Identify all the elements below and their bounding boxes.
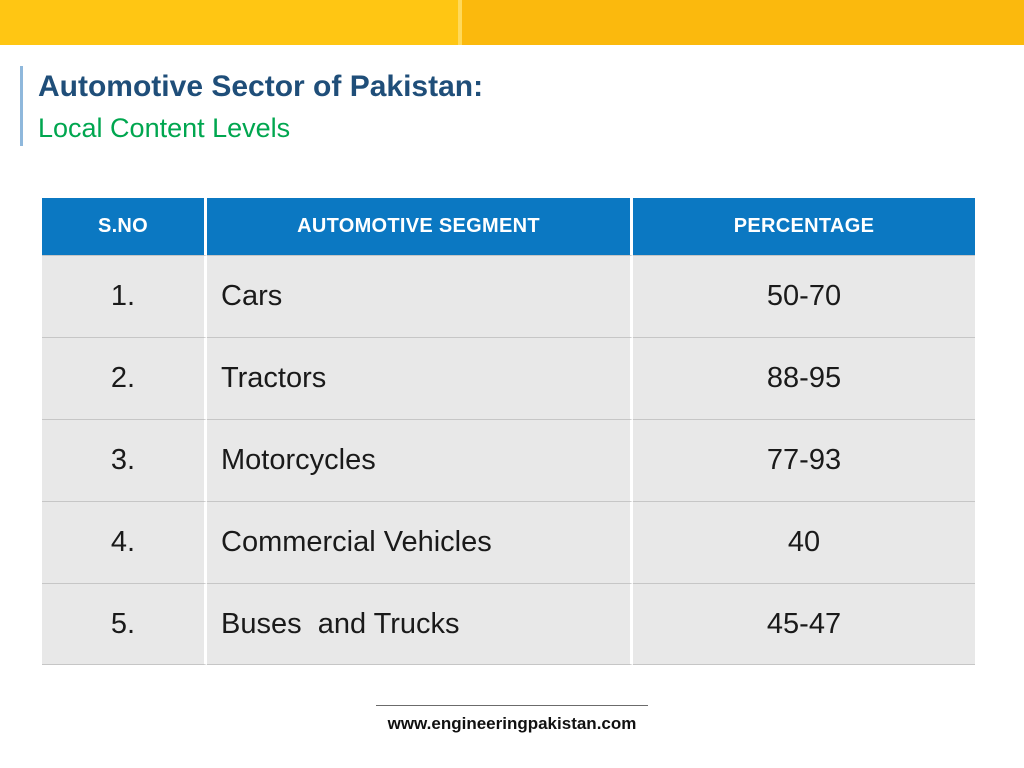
footer-website: www.engineeringpakistan.com [387,714,637,733]
cell-sno: 3. [42,419,207,501]
page-title: Automotive Sector of Pakistan: [38,70,484,103]
title-accent-line [20,66,23,146]
column-header-percentage: PERCENTAGE [633,198,975,255]
table-row: 2. Tractors 88-95 [42,337,975,419]
banner-divider [458,0,462,45]
cell-segment: Buses and Trucks [207,583,633,665]
footer: www.engineeringpakistan.com [0,705,1024,734]
cell-percentage: 50-70 [633,255,975,337]
top-banner [0,0,1024,45]
cell-sno: 2. [42,337,207,419]
footer-divider [376,705,648,706]
table-row: 5. Buses and Trucks 45-47 [42,583,975,665]
cell-segment: Cars [207,255,633,337]
table-row: 4. Commercial Vehicles 40 [42,501,975,583]
cell-segment: Motorcycles [207,419,633,501]
local-content-table: S.NO AUTOMOTIVE SEGMENT PERCENTAGE 1. Ca… [42,198,975,665]
cell-sno: 5. [42,583,207,665]
column-header-sno: S.NO [42,198,207,255]
table-row: 1. Cars 50-70 [42,255,975,337]
table-header-row: S.NO AUTOMOTIVE SEGMENT PERCENTAGE [42,198,975,255]
cell-sno: 1. [42,255,207,337]
banner-left-segment [0,0,458,45]
table-row: 3. Motorcycles 77-93 [42,419,975,501]
cell-sno: 4. [42,501,207,583]
cell-percentage: 88-95 [633,337,975,419]
page-subtitle: Local Content Levels [38,112,291,143]
banner-right-segment [462,0,1024,45]
cell-percentage: 45-47 [633,583,975,665]
cell-segment: Tractors [207,337,633,419]
column-header-segment: AUTOMOTIVE SEGMENT [207,198,633,255]
cell-percentage: 77-93 [633,419,975,501]
cell-segment: Commercial Vehicles [207,501,633,583]
cell-percentage: 40 [633,501,975,583]
title-block: Automotive Sector of Pakistan: Local Con… [20,66,483,146]
